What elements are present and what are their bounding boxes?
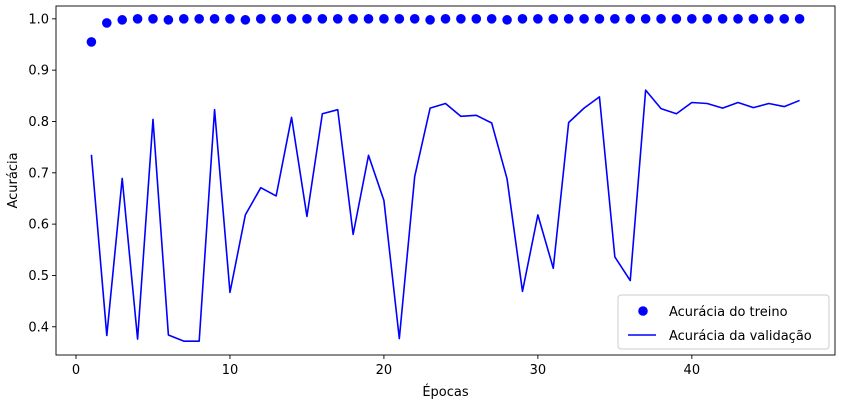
- training-accuracy-point: [779, 14, 789, 24]
- x-axis-ticks: 0 10 20 30 40: [72, 355, 700, 378]
- legend-box: [617, 294, 830, 350]
- x-tick-label: 30: [530, 363, 547, 378]
- training-accuracy-point: [717, 14, 728, 24]
- training-accuracy-point: [563, 14, 574, 24]
- training-accuracy-point: [656, 14, 666, 24]
- y-tick-label: 0.4: [28, 320, 49, 335]
- training-accuracy-point: [533, 14, 543, 24]
- training-accuracy-point: [748, 14, 759, 24]
- x-tick-label: 20: [376, 363, 393, 378]
- axes-frame: [55, 5, 836, 356]
- training-accuracy-point: [194, 14, 204, 24]
- series-layer: [86, 14, 805, 342]
- validation-accuracy-line: [90, 89, 800, 342]
- y-axis-ticks: 0.4 0.5 0.6 0.7 0.8 0.9 1.0: [28, 12, 56, 335]
- y-tick-label: 0.9: [28, 64, 49, 79]
- training-accuracy-point: [610, 14, 620, 24]
- legend-label-training: Acurácia do treino: [669, 305, 788, 320]
- training-accuracy-point: [209, 14, 220, 24]
- x-axis-label: Épocas: [422, 384, 469, 400]
- y-tick-label: 1.0: [28, 12, 49, 27]
- training-accuracy-point: [471, 14, 482, 24]
- training-accuracy-point: [548, 14, 559, 24]
- training-accuracy-point: [733, 14, 743, 24]
- training-accuracy-point: [579, 14, 589, 24]
- legend: Acurácia do treino Acurácia da validação: [617, 294, 830, 350]
- x-tick-label: 40: [684, 363, 701, 378]
- training-accuracy-point: [363, 14, 374, 24]
- training-accuracy-point: [286, 14, 297, 24]
- training-accuracy-point: [348, 14, 358, 24]
- training-accuracy-point: [102, 18, 112, 28]
- training-accuracy-point: [764, 14, 774, 24]
- training-accuracy-point: [255, 14, 266, 24]
- y-tick-label: 0.6: [28, 218, 49, 233]
- training-accuracy-point: [117, 15, 127, 25]
- training-accuracy-point: [440, 14, 451, 24]
- training-accuracy-point: [687, 14, 697, 24]
- training-accuracy-point: [132, 14, 143, 24]
- training-accuracy-point: [317, 14, 328, 24]
- training-accuracy-point: [379, 14, 389, 24]
- training-accuracy-point: [332, 14, 343, 24]
- training-accuracy-point: [640, 14, 651, 24]
- x-tick-label: 10: [222, 363, 239, 378]
- training-accuracy-point: [86, 37, 97, 47]
- training-accuracy-point: [163, 15, 174, 25]
- y-tick-label: 0.5: [28, 269, 49, 284]
- training-accuracy-point: [456, 14, 466, 24]
- training-accuracy-point: [271, 14, 281, 24]
- training-accuracy-point: [502, 15, 512, 25]
- training-accuracy-point: [486, 14, 497, 24]
- training-accuracy-point: [625, 14, 636, 24]
- training-accuracy-point: [794, 14, 805, 24]
- x-tick-label: 0: [72, 363, 80, 378]
- training-accuracy-point: [409, 14, 420, 24]
- training-accuracy-point: [240, 15, 251, 25]
- training-accuracy-point: [302, 14, 312, 24]
- training-accuracy-point: [702, 14, 713, 24]
- y-tick-label: 0.8: [28, 115, 49, 130]
- training-accuracy-point: [225, 14, 235, 24]
- training-accuracy-point: [671, 14, 682, 24]
- y-tick-label: 0.7: [28, 166, 49, 181]
- training-accuracy-point: [425, 15, 435, 25]
- training-accuracy-point: [394, 14, 405, 24]
- training-accuracy-point: [517, 14, 528, 24]
- training-accuracy-point: [148, 14, 158, 24]
- legend-label-validation: Acurácia da validação: [669, 329, 812, 344]
- y-axis-label: Acurácia: [6, 152, 21, 208]
- training-accuracy-point: [178, 14, 189, 24]
- training-accuracy-point: [594, 14, 605, 24]
- legend-marker-training: [638, 306, 648, 316]
